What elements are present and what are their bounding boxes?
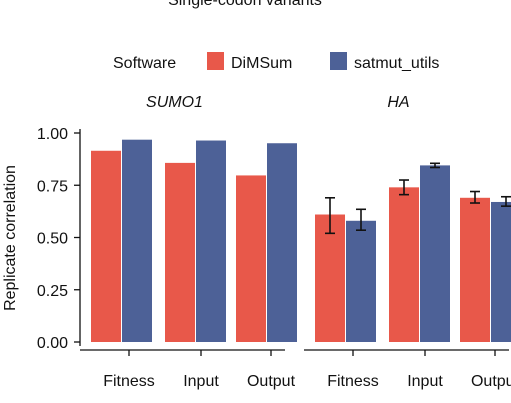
bar-sumo1-dimsum-input xyxy=(165,162,195,342)
panel-title: HA xyxy=(387,94,409,111)
y-tick-label: 0.50 xyxy=(37,231,68,248)
legend-title: Software xyxy=(113,55,176,72)
x-tick-label: Output xyxy=(247,373,296,390)
bar-sumo1-satmut-utils-output xyxy=(267,143,297,342)
bar-sumo1-satmut-utils-fitness xyxy=(122,139,152,342)
y-tick-label: 0.00 xyxy=(37,335,68,352)
legend-label-satmut-utils: satmut_utils xyxy=(354,55,439,72)
bar-sumo1-dimsum-fitness xyxy=(91,150,121,342)
x-tick-label: Output xyxy=(471,373,511,390)
x-tick-label: Input xyxy=(407,373,443,390)
x-tick-label: Fitness xyxy=(103,373,155,390)
y-axis-label: Replicate correlation xyxy=(2,165,19,311)
legend: Software DiMSum satmut_utils xyxy=(113,52,439,72)
panel-title: SUMO1 xyxy=(146,94,203,111)
panel-sumo1: SUMO1 Fitness Input Output xyxy=(80,94,297,390)
chart-panels: SUMO1 Fitness Input Output HA Fitness Input Out… xyxy=(80,94,511,390)
bar-sumo1-dimsum-output xyxy=(236,175,266,342)
legend-swatch-dimsum xyxy=(207,52,224,70)
panel-ha: HA Fitness Input Output xyxy=(304,94,511,390)
y-tick-label: 1.00 xyxy=(37,126,68,143)
bar-sumo1-satmut-utils-input xyxy=(196,140,226,342)
x-tick-label: Input xyxy=(183,373,219,390)
axes: 0.00 0.25 0.50 0.75 1.00 xyxy=(37,126,81,352)
legend-swatch-satmut-utils xyxy=(330,52,347,70)
bar-ha-dimsum-output xyxy=(460,197,490,342)
bar-ha-satmut-utils-fitness xyxy=(346,220,376,342)
x-tick-label: Fitness xyxy=(327,373,379,390)
bar-ha-satmut-utils-output xyxy=(491,201,511,342)
bar-ha-satmut-utils-input xyxy=(420,165,450,342)
legend-label-dimsum: DiMSum xyxy=(231,55,292,72)
y-tick-label: 0.75 xyxy=(37,178,68,195)
bar-ha-dimsum-fitness xyxy=(315,214,345,342)
y-tick-label: 0.25 xyxy=(37,283,68,300)
chart-title: Single-codon variants xyxy=(168,0,322,9)
bar-ha-dimsum-input xyxy=(389,187,419,342)
